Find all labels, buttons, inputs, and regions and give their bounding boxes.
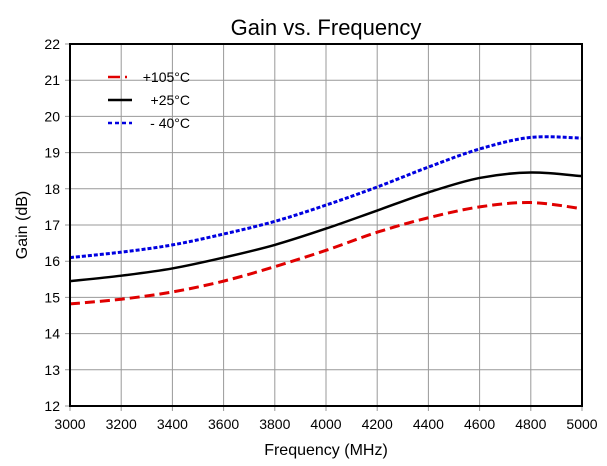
y-tick-label: 22 [44, 36, 60, 52]
series-lines [69, 135, 583, 306]
plot-frame [69, 43, 583, 407]
y-tick-label: 17 [44, 217, 60, 233]
series-line [69, 135, 583, 260]
x-tick-label: 3800 [259, 416, 290, 432]
x-tick-label: 4800 [515, 416, 546, 432]
y-tick-label: 12 [44, 398, 60, 414]
x-tick-label: 4000 [310, 416, 341, 432]
legend-label: +105°C [143, 69, 190, 85]
x-axis-label: Frequency (MHz) [264, 442, 388, 459]
y-tick-label: 19 [44, 145, 60, 161]
y-tick-label: 16 [44, 253, 60, 269]
grid [65, 43, 583, 411]
x-tick-label: 3000 [54, 416, 85, 432]
x-tick-label: 3200 [106, 416, 137, 432]
y-axis-label: Gain (dB) [14, 191, 31, 259]
x-tick-label: 3600 [208, 416, 239, 432]
chart-title: Gain vs. Frequency [231, 15, 422, 40]
legend-label: - 40°C [150, 115, 190, 131]
y-tick-label: 18 [44, 181, 60, 197]
x-tick-label: 4400 [413, 416, 444, 432]
y-tick-label: 14 [44, 326, 60, 342]
legend-label: +25°C [151, 92, 190, 108]
x-tick-label: 4200 [362, 416, 393, 432]
tick-labels: 3000 3200 3400 3600 3800 4000 4200 4400 4600 4800… [44, 36, 597, 432]
y-tick-label: 21 [44, 72, 60, 88]
y-tick-label: 13 [44, 362, 60, 378]
x-tick-label: 4600 [464, 416, 495, 432]
y-tick-label: 15 [44, 289, 60, 305]
x-tick-label: 5000 [566, 416, 597, 432]
y-tick-label: 20 [44, 108, 60, 124]
series-line [69, 171, 583, 283]
legend: +105°C +25°C - 40°C [108, 69, 190, 131]
series-line [69, 201, 583, 306]
x-tick-label: 3400 [157, 416, 188, 432]
